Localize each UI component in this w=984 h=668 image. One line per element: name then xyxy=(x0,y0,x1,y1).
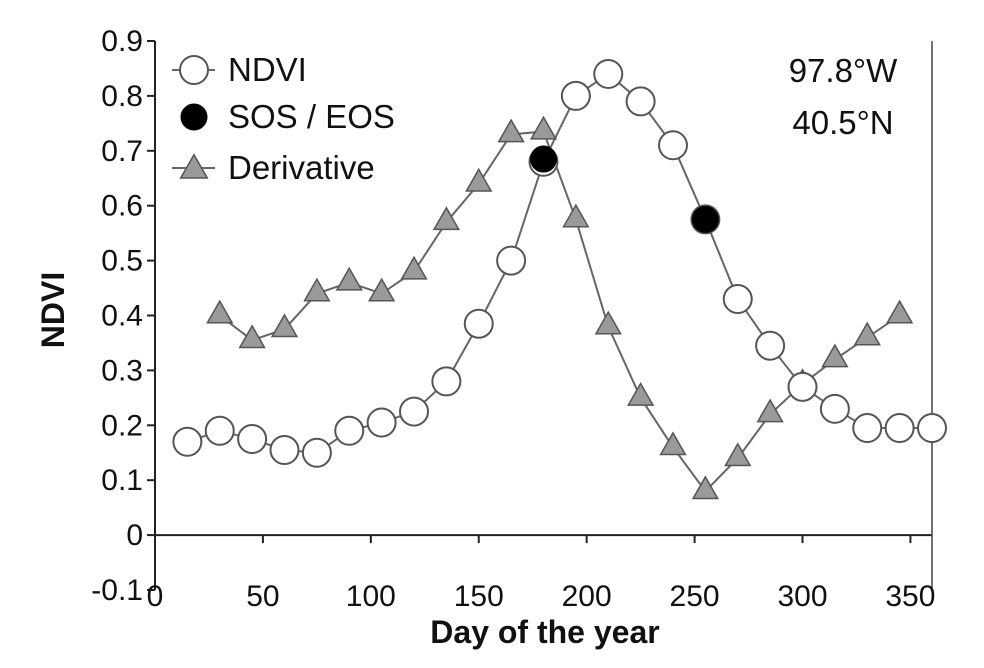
ndvi-point xyxy=(301,437,332,468)
legend-ndvi: NDVI xyxy=(172,51,307,88)
legend-derivative: Derivative xyxy=(172,149,375,186)
derivative-point xyxy=(659,431,687,456)
legend-ndvi-label: NDVI xyxy=(228,51,307,88)
legend-sos-eos: SOS / EOS xyxy=(180,98,395,135)
derivative-point xyxy=(885,299,914,324)
derivative-line xyxy=(219,130,901,493)
derivative-point xyxy=(238,324,266,349)
ndvi-point xyxy=(755,330,786,361)
ndvi-point xyxy=(366,407,397,438)
ndvi-point xyxy=(917,413,947,444)
derivative-point xyxy=(724,442,752,467)
ndvi-point xyxy=(237,424,268,455)
ndvi-point xyxy=(204,415,235,446)
ndvi-point xyxy=(852,413,883,444)
ndvi-point xyxy=(560,80,591,111)
annotations: 97.8°W 40.5°N xyxy=(789,52,898,141)
derivative-point xyxy=(367,277,396,302)
ndvi-point xyxy=(463,308,494,339)
ndvi-point xyxy=(269,435,300,466)
y-tick-label: 0.1 xyxy=(101,464,143,497)
ndvi-point xyxy=(722,284,753,315)
legend-ndvi-marker xyxy=(179,55,209,85)
ndvi-point xyxy=(593,58,624,89)
axes xyxy=(147,40,933,591)
ndvi-point xyxy=(884,413,915,444)
y-tick-label: 0.5 xyxy=(101,245,143,278)
derivative-point xyxy=(303,277,331,302)
derivative-point xyxy=(497,118,525,143)
x-tick-label: 0 xyxy=(147,580,164,613)
derivative-point xyxy=(562,203,590,228)
y-tick-label: 0.3 xyxy=(101,354,143,387)
ndvi-point xyxy=(787,371,818,402)
coordinate-annotation: 97.8°W xyxy=(789,52,898,89)
derivative-point xyxy=(594,310,622,335)
series-layer xyxy=(172,58,947,500)
legend-sos-eos-label: SOS / EOS xyxy=(228,98,395,135)
x-tick-label: 50 xyxy=(246,580,279,613)
x-tick-label: 100 xyxy=(346,580,396,613)
coordinate-annotation: 40.5°N xyxy=(792,104,893,141)
derivative-point xyxy=(432,206,461,231)
x-tick-label: 250 xyxy=(670,580,720,613)
ndvi-point xyxy=(658,130,688,161)
legend-derivative-label: Derivative xyxy=(228,149,375,186)
y-tick-label: 0 xyxy=(126,519,143,552)
legend-sos-eos-marker xyxy=(180,103,208,131)
derivative-point xyxy=(821,343,849,368)
ndvi-point xyxy=(399,396,429,427)
sos-eos-point xyxy=(530,145,557,173)
ndvi-point xyxy=(172,426,203,457)
derivative-point xyxy=(270,313,299,338)
ndvi-point xyxy=(819,393,850,424)
y-tick-label: 0.2 xyxy=(101,409,143,442)
tick-labels: -0.100.10.20.30.40.50.60.70.80.90 50 100 15… xyxy=(91,25,935,613)
x-tick-label: 350 xyxy=(885,580,935,613)
ndvi-point xyxy=(625,86,656,117)
y-tick-label: 0.6 xyxy=(101,190,143,223)
ndvi-point xyxy=(496,245,527,276)
derivative-point xyxy=(691,475,720,500)
derivative-point xyxy=(626,381,655,406)
ndvi-point xyxy=(334,415,365,446)
x-tick-label: 150 xyxy=(454,580,504,613)
derivative-point xyxy=(400,255,428,280)
derivative-point xyxy=(335,266,363,291)
legend: NDVI SOS / EOS Derivative xyxy=(172,51,395,186)
y-axis-title: NDVI xyxy=(35,272,71,348)
y-tick-label: 0.4 xyxy=(101,300,143,333)
y-tick-label: 0.9 xyxy=(101,25,143,58)
x-tick-label: 200 xyxy=(562,580,612,613)
sos-eos-point xyxy=(691,205,719,233)
legend-derivative-marker xyxy=(179,153,209,179)
derivative-point xyxy=(853,321,881,346)
derivative-point xyxy=(465,167,493,192)
derivative-point xyxy=(756,398,784,423)
y-tick-label: -0.1 xyxy=(91,574,143,607)
y-tick-label: 0.7 xyxy=(101,135,143,168)
ndvi-point xyxy=(431,366,462,397)
y-tick-label: 0.8 xyxy=(101,80,143,113)
derivative-point xyxy=(206,299,234,324)
derivative-point xyxy=(529,115,558,140)
x-axis-title: Day of the year xyxy=(430,614,659,650)
x-tick-label: 300 xyxy=(777,580,827,613)
